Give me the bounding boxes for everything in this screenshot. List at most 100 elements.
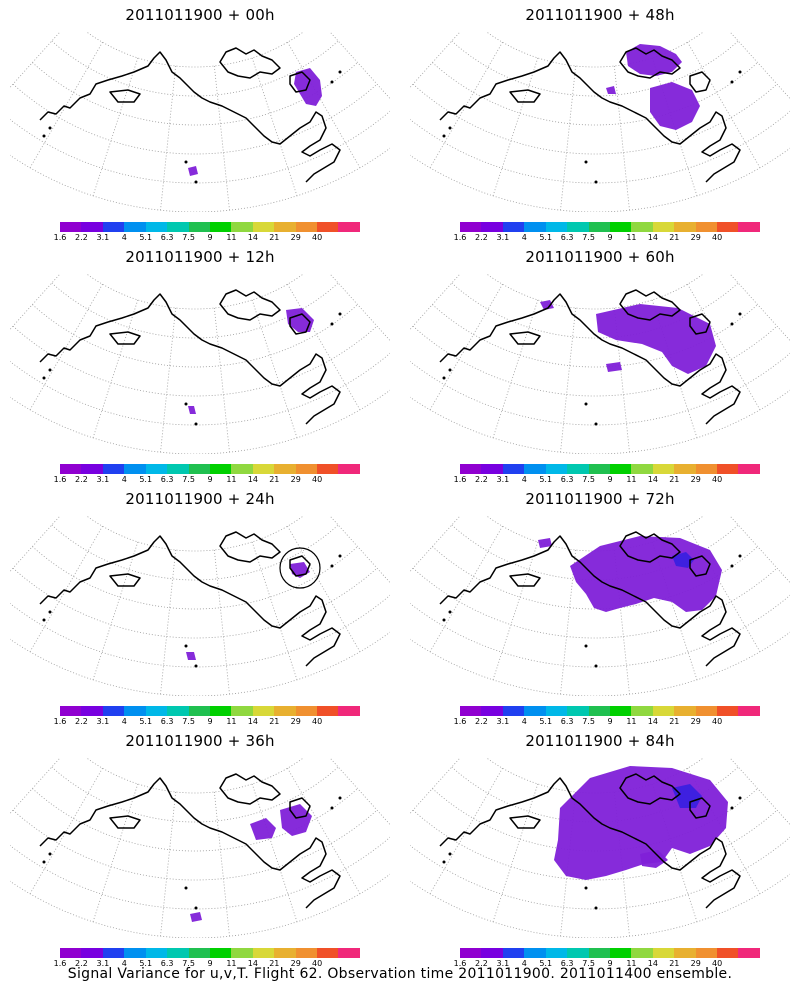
legend-tick-label: 14 bbox=[247, 959, 258, 968]
island-dot bbox=[594, 180, 598, 184]
legend-swatch bbox=[145, 222, 168, 232]
panel-title: 2011011900 + 48h bbox=[525, 6, 675, 24]
island-dot bbox=[448, 852, 452, 856]
legend-color-bar bbox=[60, 464, 360, 474]
legend-swatch bbox=[674, 222, 696, 232]
latitude-circle bbox=[12, 567, 378, 639]
legend-swatch bbox=[717, 464, 739, 474]
legend-tick-label: 1.6 bbox=[453, 717, 467, 726]
variance-region bbox=[672, 784, 702, 808]
legend-tick-label: 1.6 bbox=[53, 233, 67, 242]
legend-swatch bbox=[252, 706, 275, 716]
coastline bbox=[289, 797, 311, 819]
island-dot bbox=[338, 312, 342, 316]
meridian-line bbox=[29, 42, 103, 168]
legend-tick-label: 3.1 bbox=[96, 717, 110, 726]
meridian-line bbox=[29, 284, 103, 410]
legend-swatch bbox=[460, 706, 482, 716]
legend-tick-label: 9 bbox=[207, 717, 213, 726]
legend-swatch bbox=[60, 948, 82, 958]
legend-tick-label: 3.1 bbox=[496, 233, 510, 242]
legend-swatch bbox=[609, 222, 632, 232]
legend-tick-label: 2.2 bbox=[75, 233, 88, 242]
island-dot bbox=[42, 860, 46, 864]
meridian-line bbox=[687, 284, 761, 410]
meridian-line bbox=[160, 549, 177, 695]
legend-tick-label: 29 bbox=[290, 717, 301, 726]
meridian-line bbox=[429, 284, 503, 410]
coastline bbox=[289, 71, 311, 93]
legend-swatch bbox=[545, 464, 568, 474]
legend-color-bar bbox=[460, 222, 760, 232]
map-panel-36h: 2011011900 + 36h 1.6 2.2 3.1 4 5.1 6.3 7.5 9 11 1… bbox=[0, 726, 400, 968]
legend-color-bar bbox=[60, 222, 360, 232]
legend-swatch bbox=[274, 464, 296, 474]
legend-tick-label: 4 bbox=[521, 959, 527, 968]
panel-title: 2011011900 + 24h bbox=[125, 490, 275, 508]
variance-region bbox=[188, 406, 196, 414]
meridian-line bbox=[287, 526, 361, 652]
island-dot bbox=[194, 422, 198, 426]
island-dot bbox=[448, 610, 452, 614]
legend-tick-label: 5.1 bbox=[139, 475, 153, 484]
legend-tick-label: 1.6 bbox=[53, 475, 67, 484]
legend-tick-label: 11 bbox=[626, 717, 637, 726]
legend-tick-label: 6.3 bbox=[160, 959, 174, 968]
legend-swatch bbox=[124, 464, 146, 474]
variance-region bbox=[606, 362, 622, 372]
legend-tick-label: 7.5 bbox=[182, 233, 195, 242]
meridian-line bbox=[410, 274, 461, 331]
legend-swatch bbox=[545, 706, 568, 716]
legend-tick-label: 29 bbox=[690, 475, 701, 484]
legend-swatch bbox=[317, 222, 339, 232]
legend-tick-label: 29 bbox=[690, 717, 701, 726]
latitude-circle bbox=[86, 32, 304, 68]
legend-tick-label: 2.2 bbox=[475, 475, 488, 484]
legend-swatch bbox=[145, 706, 168, 716]
legend-tick-label: 1.6 bbox=[453, 475, 467, 484]
coastline bbox=[109, 89, 141, 103]
latitude-circle bbox=[412, 325, 778, 397]
color-legend: 1.6 2.2 3.1 4 5.1 6.3 7.5 9 11 14 21 29 40 bbox=[54, 948, 360, 970]
legend-swatch bbox=[295, 706, 318, 716]
legend-swatch bbox=[317, 706, 339, 716]
island-dot bbox=[730, 80, 734, 84]
legend-swatch bbox=[567, 706, 589, 716]
legend-swatch bbox=[588, 706, 610, 716]
polar-map bbox=[10, 274, 390, 454]
island-dot bbox=[594, 664, 598, 668]
legend-swatch bbox=[695, 948, 718, 958]
map-panel-72h: 2011011900 + 72h 1.6 2.2 3.1 4 5.1 6.3 7.5 9 11 1… bbox=[400, 484, 800, 726]
legend-swatch bbox=[295, 464, 318, 474]
island-dot bbox=[194, 906, 198, 910]
legend-tick-label: 5.1 bbox=[539, 717, 553, 726]
latitude-circle bbox=[51, 766, 339, 823]
island-dot bbox=[730, 806, 734, 810]
coastline bbox=[39, 535, 341, 667]
coastline bbox=[619, 289, 681, 321]
meridian-line bbox=[251, 541, 298, 680]
meridian-line bbox=[160, 65, 177, 211]
legend-swatch bbox=[60, 706, 82, 716]
coastline bbox=[509, 815, 541, 829]
meridian-line bbox=[160, 791, 177, 937]
island-dot bbox=[338, 554, 342, 558]
island-dot bbox=[738, 312, 742, 316]
latitude-circle bbox=[410, 631, 790, 696]
legend-swatch bbox=[188, 948, 210, 958]
island-dot bbox=[330, 80, 334, 84]
island-dot bbox=[48, 126, 52, 130]
legend-swatch bbox=[460, 464, 482, 474]
legend-tick-label: 5.1 bbox=[139, 233, 153, 242]
island-dot bbox=[584, 886, 588, 890]
color-legend: 1.6 2.2 3.1 4 5.1 6.3 7.5 9 11 14 21 29 40 bbox=[454, 948, 760, 970]
coastline bbox=[219, 531, 281, 563]
meridian-line bbox=[729, 516, 790, 584]
latitude-circle bbox=[486, 274, 704, 310]
legend-swatch bbox=[567, 464, 589, 474]
island-dot bbox=[442, 376, 446, 380]
coastline bbox=[39, 777, 341, 909]
color-legend: 1.6 2.2 3.1 4 5.1 6.3 7.5 9 11 14 21 29 40 bbox=[454, 706, 760, 728]
legend-swatch bbox=[481, 948, 503, 958]
island-dot bbox=[330, 806, 334, 810]
